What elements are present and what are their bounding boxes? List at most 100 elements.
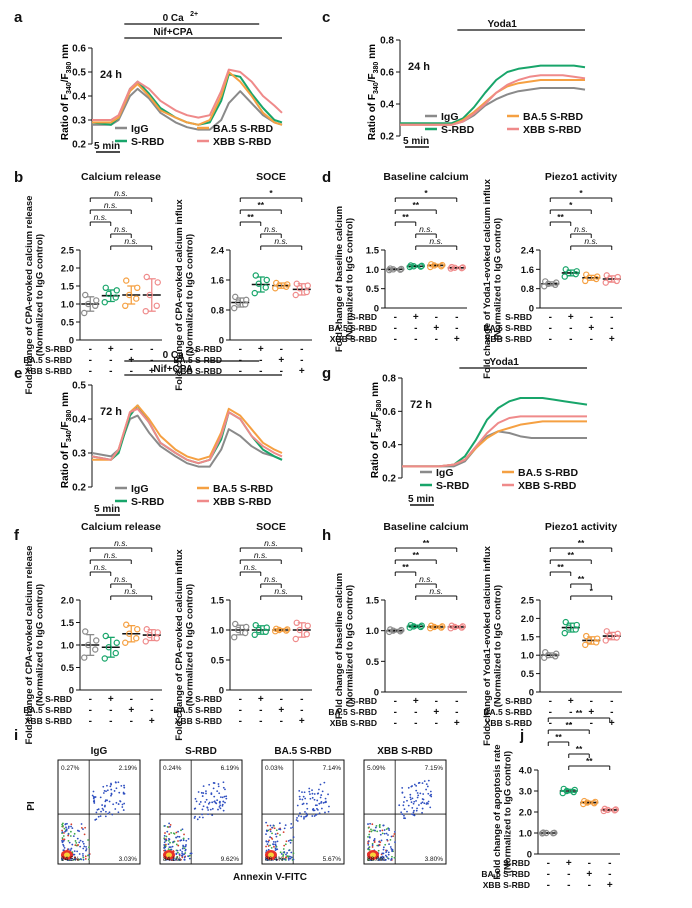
quadrant-percent: 6.19%: [221, 765, 240, 772]
flow-event-dot: [275, 835, 278, 838]
flow-event-dot: [271, 832, 273, 835]
significance-label: n.s.: [114, 224, 128, 234]
significance-label: **: [557, 562, 564, 572]
flow-event-dot: [183, 847, 186, 850]
data-point: [276, 626, 283, 634]
flow-event-dot: [410, 785, 413, 788]
flow-event-dot: [218, 792, 221, 795]
flow-event-dot: [211, 801, 214, 804]
data-point: [459, 264, 466, 271]
data-point: [586, 637, 593, 644]
y-tick-label: 1.5: [61, 282, 75, 293]
data-point: [113, 639, 120, 646]
y-tick-label: 2.0: [61, 264, 74, 275]
treatment-sign: -: [130, 366, 133, 377]
flow-event-dot: [269, 830, 272, 833]
flow-event-dot: [167, 843, 170, 846]
data-point: [551, 829, 558, 836]
flow-event-dot: [421, 801, 424, 804]
flow-event-dot: [184, 848, 187, 851]
data-point: [85, 641, 92, 649]
flow-event-dot: [391, 855, 393, 858]
significance-label: n.s.: [94, 562, 108, 572]
flow-plot-title: BA.5 S-RBD: [274, 746, 331, 757]
series-line-xbb-s-rbd: [91, 407, 283, 465]
flow-event-dot: [181, 828, 184, 831]
y-tick-label: 0.5: [366, 284, 380, 295]
y-tick-label: 2.5: [61, 246, 75, 257]
panel-title: Piezo1 activity: [545, 171, 618, 183]
flow-event-dot: [73, 850, 76, 853]
flow-event-dot: [193, 817, 196, 819]
flow-event-dot: [270, 846, 273, 849]
data-point: [303, 631, 310, 638]
flow-event-dot: [180, 829, 182, 832]
y-tick-label: 0.5: [72, 381, 86, 392]
flow-event-dot: [107, 812, 110, 815]
treatment-sign: -: [109, 716, 112, 727]
flow-event-dot: [67, 827, 70, 829]
significance-label: **: [586, 756, 593, 766]
flow-event-dot: [204, 801, 207, 803]
flow-event-dot: [292, 858, 295, 861]
flow-event-dot: [62, 835, 65, 837]
flow-event-dot: [267, 845, 270, 847]
flow-event-dot: [194, 815, 196, 818]
flow-event-dot: [87, 858, 90, 861]
flow-event-dot: [298, 795, 301, 798]
flow-event-dot: [163, 834, 166, 837]
treatment-sign: -: [259, 355, 262, 366]
y-tick-label: 0.4: [72, 92, 86, 103]
data-point: [122, 639, 129, 646]
y-axis-label: (Normalized to IgG control): [345, 218, 356, 340]
flow-event-dot: [106, 784, 108, 787]
flow-event-dot: [110, 788, 113, 791]
data-point: [251, 631, 258, 639]
flow-event-dot: [219, 807, 222, 810]
flow-event-dot: [94, 819, 97, 821]
flow-event-dot: [82, 858, 85, 861]
flow-event-dot: [117, 781, 120, 784]
flow-event-dot: [69, 849, 72, 852]
flow-event-dot: [313, 793, 316, 795]
y-tick-label: 0.2: [380, 132, 394, 143]
data-point: [81, 654, 88, 661]
treatment-sign: -: [588, 880, 591, 891]
flow-event-dot: [415, 784, 418, 787]
y-axis-label: (Normalized to IgG control): [493, 585, 504, 707]
significance-label: n.s.: [584, 236, 598, 246]
flow-event-dot: [276, 840, 279, 843]
y-tick-label: 0.3: [72, 116, 86, 127]
data-point: [123, 277, 130, 284]
flow-event-dot: [275, 858, 278, 861]
flow-event-dot: [180, 854, 183, 857]
flow-event-dot: [61, 831, 64, 834]
flow-event-dot: [185, 839, 188, 842]
treatment-sign: -: [130, 716, 133, 727]
flow-event-dot: [163, 844, 166, 846]
data-point: [562, 266, 569, 273]
treatment-sign: -: [394, 334, 397, 345]
flow-event-dot: [85, 849, 87, 852]
flow-event-dot: [175, 836, 177, 839]
y-axis-label: (Normalized to IgG control): [185, 584, 196, 706]
data-point: [407, 262, 414, 269]
flow-event-dot: [281, 858, 284, 861]
legend-label: S-RBD: [441, 124, 475, 136]
flow-event-dot: [418, 781, 421, 784]
data-point: [604, 806, 611, 814]
flow-event-dot: [299, 812, 301, 815]
legend-label: IgG: [131, 483, 149, 495]
flow-event-dot: [368, 836, 371, 838]
flow-event-dot: [105, 790, 107, 793]
treatment-sign: -: [590, 312, 593, 323]
flow-event-dot: [181, 847, 184, 850]
flow-event-dot: [63, 846, 66, 849]
flow-event-dot: [212, 782, 215, 784]
y-axis-label: Ratio of F340/F380 nm: [60, 44, 73, 140]
flow-event-dot: [102, 809, 105, 811]
data-point: [252, 272, 259, 279]
flow-event-dot: [65, 828, 68, 831]
flow-event-dot: [409, 793, 412, 796]
y-tick-label: 0.8: [382, 374, 396, 385]
